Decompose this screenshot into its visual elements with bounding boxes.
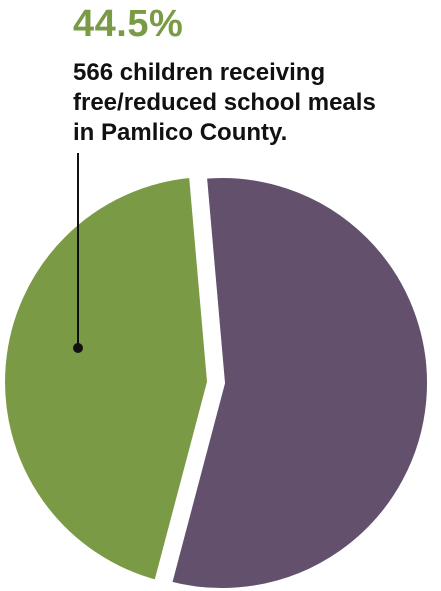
pie-slice-remainder bbox=[165, 172, 434, 591]
caption-line-3: in Pamlico County. bbox=[73, 119, 288, 146]
caption-line-1: 566 children receiving bbox=[73, 59, 326, 86]
pie-slice-highlight bbox=[0, 171, 214, 587]
highlight-percentage: 44.5% bbox=[73, 3, 184, 45]
leader-dot bbox=[73, 343, 83, 353]
highlight-caption: 566 children receiving free/reduced scho… bbox=[73, 58, 438, 148]
caption-line-2: free/reduced school meals bbox=[73, 89, 376, 116]
